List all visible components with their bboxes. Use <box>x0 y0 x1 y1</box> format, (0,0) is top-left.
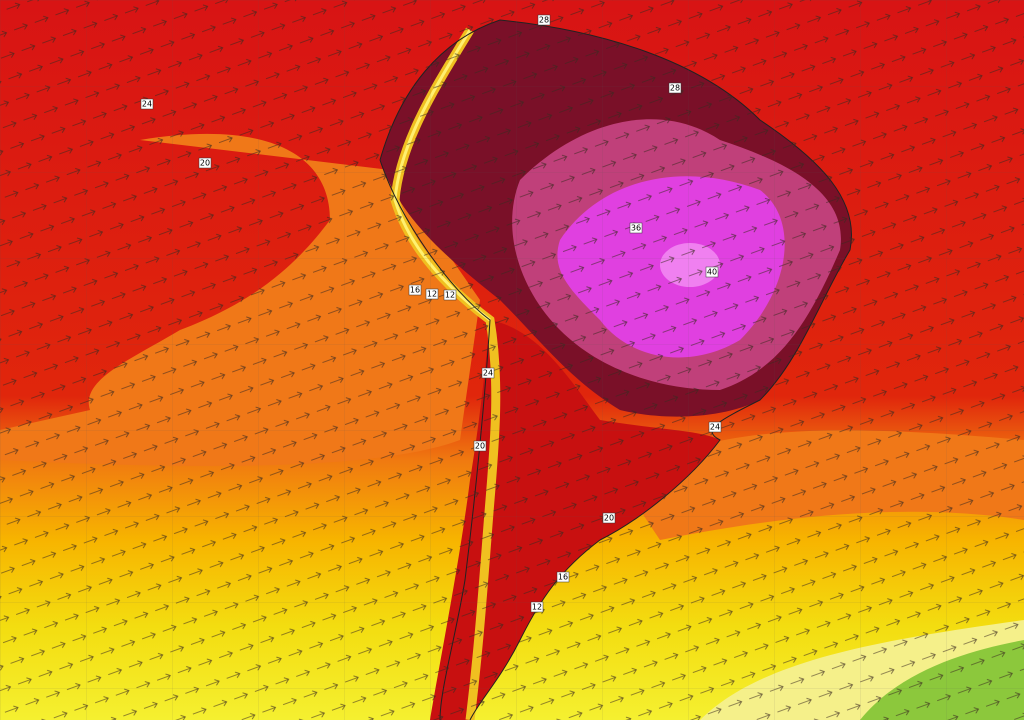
contour-label: 24 <box>142 100 152 109</box>
contour-label: 20 <box>200 159 210 168</box>
contour-label: 12 <box>445 291 455 300</box>
contour-label: 12 <box>427 290 437 299</box>
contour-label: 20 <box>475 442 485 451</box>
contour-label: 16 <box>558 573 568 582</box>
contour-label: 24 <box>710 423 720 432</box>
contour-label: 16 <box>410 286 420 295</box>
contour-label: 24 <box>483 369 493 378</box>
contour-label: 12 <box>532 603 542 612</box>
contour-label: 20 <box>604 514 614 523</box>
contour-label: 28 <box>539 16 549 25</box>
contour-label: 36 <box>631 224 641 233</box>
contour-label: 40 <box>707 268 717 277</box>
contour-label: 28 <box>670 84 680 93</box>
